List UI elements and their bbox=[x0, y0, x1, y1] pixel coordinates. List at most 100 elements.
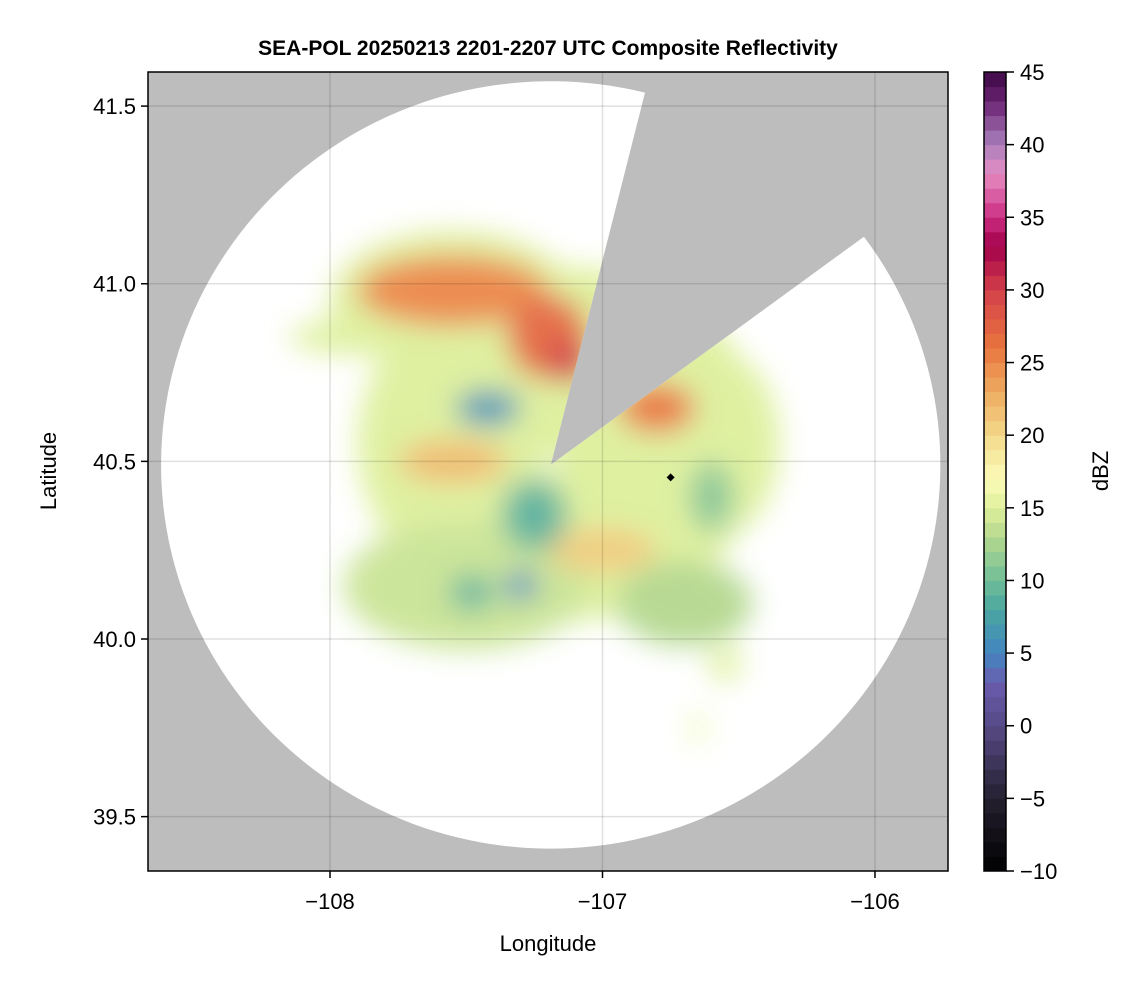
colorbar-tick-label: 20 bbox=[1020, 423, 1044, 448]
colorbar-bin bbox=[984, 464, 1006, 480]
colorbar-bin bbox=[984, 435, 1006, 451]
colorbar-bin bbox=[984, 406, 1006, 422]
colorbar-bin bbox=[984, 841, 1006, 857]
colorbar-tick-label: 15 bbox=[1020, 496, 1044, 521]
radar-center-gap bbox=[542, 456, 559, 473]
echo-region bbox=[504, 571, 538, 600]
colorbar-bin bbox=[984, 333, 1006, 349]
colorbar-bin bbox=[984, 769, 1006, 785]
colorbar-bin bbox=[984, 144, 1006, 160]
echo-region bbox=[616, 560, 753, 647]
colorbar-bin bbox=[984, 827, 1006, 843]
colorbar-bin bbox=[984, 231, 1006, 247]
echo-region bbox=[455, 390, 521, 426]
echo-region bbox=[449, 575, 494, 611]
colorbar-bin bbox=[984, 493, 1006, 509]
colorbar-bin bbox=[984, 798, 1006, 814]
colorbar-bin bbox=[984, 318, 1006, 334]
colorbar-bin bbox=[984, 812, 1006, 828]
reflectivity-echoes bbox=[289, 230, 780, 743]
colorbar-bin bbox=[984, 173, 1006, 189]
colorbar-bin bbox=[984, 362, 1006, 378]
colorbar-bin bbox=[984, 522, 1006, 538]
chart-title: SEA-POL 20250213 2201-2207 UTC Composite… bbox=[258, 37, 838, 60]
echo-region bbox=[548, 340, 592, 384]
colorbar-bin bbox=[984, 609, 1006, 625]
colorbar-bin bbox=[984, 594, 1006, 611]
colorbar-tick-label: 5 bbox=[1020, 641, 1032, 666]
colorbar-bin bbox=[984, 188, 1006, 204]
colorbar-bin bbox=[984, 86, 1006, 102]
x-tick-label: −108 bbox=[305, 889, 355, 914]
colorbar-bin bbox=[984, 478, 1006, 494]
colorbar-tick-label: −5 bbox=[1020, 786, 1045, 811]
grid-lines bbox=[148, 72, 948, 871]
colorbar-bin bbox=[984, 420, 1006, 436]
echo-region bbox=[689, 713, 707, 743]
colorbar-bin bbox=[984, 696, 1006, 712]
colorbar-bin bbox=[984, 638, 1006, 654]
colorbar-bin bbox=[984, 682, 1006, 698]
colorbar-tick-label: 0 bbox=[1020, 714, 1032, 739]
colorbar-tick-label: 10 bbox=[1020, 568, 1044, 593]
colorbar-bin bbox=[984, 391, 1006, 407]
echo-region bbox=[289, 319, 426, 355]
x-tick-label: −106 bbox=[850, 889, 900, 914]
colorbar-bin bbox=[984, 217, 1006, 233]
y-tick-label: 40.5 bbox=[93, 449, 136, 474]
site-marker-diamond bbox=[666, 473, 675, 482]
y-tick-label: 40.0 bbox=[93, 627, 136, 652]
colorbar-bin bbox=[984, 783, 1006, 799]
colorbar-bin bbox=[984, 754, 1006, 770]
colorbar-bin bbox=[984, 711, 1006, 727]
colorbar-tick-label: 35 bbox=[1020, 205, 1044, 230]
colorbar-bin bbox=[984, 289, 1006, 305]
colorbar-bin bbox=[984, 101, 1006, 117]
echo-region bbox=[398, 440, 508, 483]
colorbar: −10 −5 0 5 10 15 20 25 30 35 40 45 bbox=[983, 60, 1057, 884]
colorbar-bin bbox=[984, 580, 1006, 596]
colorbar-bin bbox=[984, 304, 1006, 320]
echo-region bbox=[708, 646, 742, 682]
colorbar-bin bbox=[984, 246, 1006, 262]
colorbar-bin bbox=[984, 740, 1006, 756]
y-tick-label: 39.5 bbox=[93, 805, 136, 830]
echo-region bbox=[618, 383, 696, 433]
colorbar-bin bbox=[984, 202, 1006, 218]
colorbar-bin bbox=[984, 551, 1006, 567]
colorbar-bin bbox=[984, 565, 1006, 581]
y-axis-label: Latitude bbox=[36, 432, 61, 510]
plot-frame bbox=[147, 71, 949, 872]
y-axis-ticks: 39.5 40.0 40.5 41.0 41.5 bbox=[93, 94, 148, 830]
x-axis-ticks: −108 −107 −106 bbox=[305, 871, 900, 914]
echo-region bbox=[357, 255, 548, 327]
x-axis-label: Longitude bbox=[500, 931, 597, 956]
colorbar-bin bbox=[984, 275, 1006, 291]
echo-region bbox=[501, 479, 568, 551]
colorbar-bin bbox=[984, 72, 1006, 88]
colorbar-bin bbox=[984, 667, 1006, 683]
colorbar-bin bbox=[984, 653, 1006, 669]
y-tick-label: 41.0 bbox=[93, 272, 136, 297]
colorbar-bin bbox=[984, 260, 1006, 276]
colorbar-bin bbox=[984, 507, 1006, 523]
colorbar-tick-label: 45 bbox=[1020, 60, 1044, 85]
colorbar-tick-label: 30 bbox=[1020, 278, 1044, 303]
colorbar-bin bbox=[984, 115, 1006, 131]
echo-region bbox=[689, 461, 734, 533]
colorbar-bin bbox=[984, 856, 1006, 872]
colorbar-bin bbox=[984, 449, 1006, 465]
colorbar-bin bbox=[984, 624, 1006, 640]
colorbar-bin bbox=[984, 725, 1006, 741]
colorbar-bin bbox=[984, 130, 1006, 146]
y-tick-label: 41.5 bbox=[93, 94, 136, 119]
colorbar-tick-label: 40 bbox=[1020, 133, 1044, 158]
colorbar-bin bbox=[984, 377, 1006, 393]
colorbar-tick-label: −10 bbox=[1020, 859, 1057, 884]
colorbar-label: dBZ bbox=[1088, 451, 1113, 491]
colorbar-bin bbox=[984, 536, 1006, 552]
colorbar-tick-label: 25 bbox=[1020, 351, 1044, 376]
x-tick-label: −107 bbox=[578, 889, 628, 914]
colorbar-bin bbox=[984, 159, 1006, 175]
